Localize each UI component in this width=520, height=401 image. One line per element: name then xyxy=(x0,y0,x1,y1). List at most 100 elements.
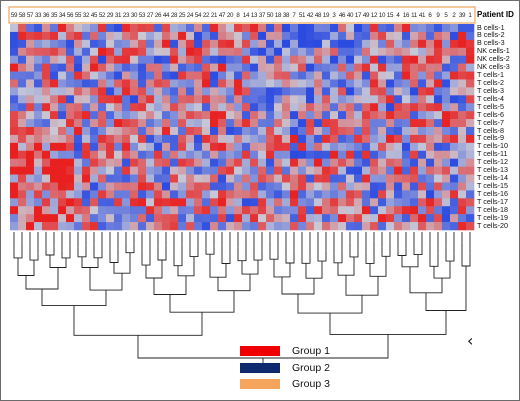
heatmap-cell xyxy=(426,31,435,41)
heatmap-cell xyxy=(122,47,131,56)
heatmap-cell xyxy=(170,24,179,33)
heatmap-cell xyxy=(314,55,323,64)
heatmap-cell xyxy=(274,158,283,167)
heatmap-cell xyxy=(450,222,459,231)
heatmap-cell xyxy=(130,190,139,199)
heatmap-cell xyxy=(90,198,99,207)
heatmap-cell xyxy=(162,31,171,41)
heatmap-cell xyxy=(210,198,219,207)
heatmap-cell xyxy=(26,127,35,136)
heatmap-cell xyxy=(98,63,107,72)
heatmap-cell xyxy=(10,214,19,223)
heatmap-cell xyxy=(394,206,403,215)
heatmap-cell xyxy=(450,127,459,136)
heatmap-cell xyxy=(26,198,35,207)
heatmap-cell xyxy=(314,127,323,136)
heatmap-cell xyxy=(178,87,187,96)
heatmap-cell xyxy=(258,158,267,167)
heatmap-cell xyxy=(306,24,315,33)
heatmap-cell xyxy=(250,63,259,72)
dendrogram-branch xyxy=(273,259,291,278)
heatmap-cell xyxy=(170,166,179,175)
heatmap-cell xyxy=(418,55,427,64)
patient-id-label: 38 xyxy=(282,11,290,19)
heatmap-cell xyxy=(274,166,283,175)
chevron-left-icon[interactable]: ‹ xyxy=(467,331,474,350)
heatmap-cell xyxy=(26,39,35,49)
heatmap-cell xyxy=(346,87,355,96)
heatmap-cell xyxy=(298,55,307,64)
heatmap-cell xyxy=(130,24,139,33)
heatmap-cell xyxy=(306,87,315,96)
heatmap-cell xyxy=(146,206,155,215)
dendrogram-branch xyxy=(81,256,99,268)
heatmap-cell xyxy=(466,95,475,104)
heatmap-cell xyxy=(426,119,435,128)
heatmap-cell xyxy=(26,119,35,128)
heatmap-cell xyxy=(226,24,235,33)
heatmap-cell xyxy=(98,87,107,96)
heatmap-cell xyxy=(10,142,19,152)
heatmap-cell xyxy=(338,222,347,231)
heatmap-cell xyxy=(90,63,99,72)
heatmap-cell xyxy=(234,39,243,49)
heatmap-cell xyxy=(346,174,355,183)
heatmap-cell xyxy=(362,24,371,33)
heatmap-cell xyxy=(450,182,459,191)
heatmap-cell xyxy=(130,166,139,175)
heatmap-cell xyxy=(386,222,395,231)
heatmap-cell xyxy=(362,103,371,112)
heatmap-cell xyxy=(410,134,419,144)
heatmap-cell xyxy=(290,214,299,223)
heatmap-cell xyxy=(458,24,467,33)
heatmap-cell xyxy=(426,166,435,175)
heatmap-cell xyxy=(410,24,419,33)
heatmap-cell xyxy=(314,79,323,88)
heatmap-cell xyxy=(106,134,115,144)
heatmap-cell xyxy=(338,190,347,199)
heatmap-cell xyxy=(370,182,379,191)
heatmap-cell xyxy=(394,119,403,128)
heatmap-cell xyxy=(354,166,363,175)
heatmap-cell xyxy=(74,182,83,191)
heatmap-cell xyxy=(138,166,147,175)
row-label: T cells-19 xyxy=(477,212,509,222)
heatmap-cell xyxy=(426,158,435,167)
heatmap-cell xyxy=(122,79,131,88)
heatmap-cell xyxy=(122,222,131,231)
heatmap-cell xyxy=(290,119,299,128)
heatmap-cell xyxy=(330,71,339,80)
heatmap-cell xyxy=(274,190,283,199)
heatmap-cell xyxy=(434,79,443,88)
heatmap-cell xyxy=(34,103,43,112)
heatmap-cell xyxy=(66,158,75,167)
heatmap-cell xyxy=(178,222,187,231)
heatmap-cell xyxy=(378,111,387,120)
dendrogram-branch xyxy=(329,310,447,335)
heatmap-cell xyxy=(122,71,131,80)
heatmap-cell xyxy=(146,214,155,223)
heatmap-cell xyxy=(226,87,235,96)
heatmap-cell xyxy=(130,142,139,152)
heatmap-cell xyxy=(122,198,131,207)
heatmap-cell xyxy=(314,24,323,33)
heatmap-cell xyxy=(242,95,251,104)
patient-id-label: 53 xyxy=(138,11,146,19)
heatmap-cell xyxy=(26,134,35,144)
heatmap-cell xyxy=(82,39,91,49)
heatmap-cell xyxy=(226,71,235,80)
heatmap-cell xyxy=(202,174,211,183)
heatmap-cell xyxy=(290,87,299,96)
heatmap-cell xyxy=(274,127,283,136)
heatmap-cell xyxy=(282,166,291,175)
heatmap-cell xyxy=(66,166,75,175)
heatmap-cell xyxy=(162,119,171,128)
heatmap-cell xyxy=(434,190,443,199)
heatmap-cell xyxy=(458,127,467,136)
row-label: T cells-16 xyxy=(477,188,509,198)
heatmap-cell xyxy=(266,142,275,152)
legend-label-group-1: Group 1 xyxy=(292,345,330,357)
dendrogram-branch xyxy=(297,294,363,314)
heatmap-cell xyxy=(434,95,443,104)
